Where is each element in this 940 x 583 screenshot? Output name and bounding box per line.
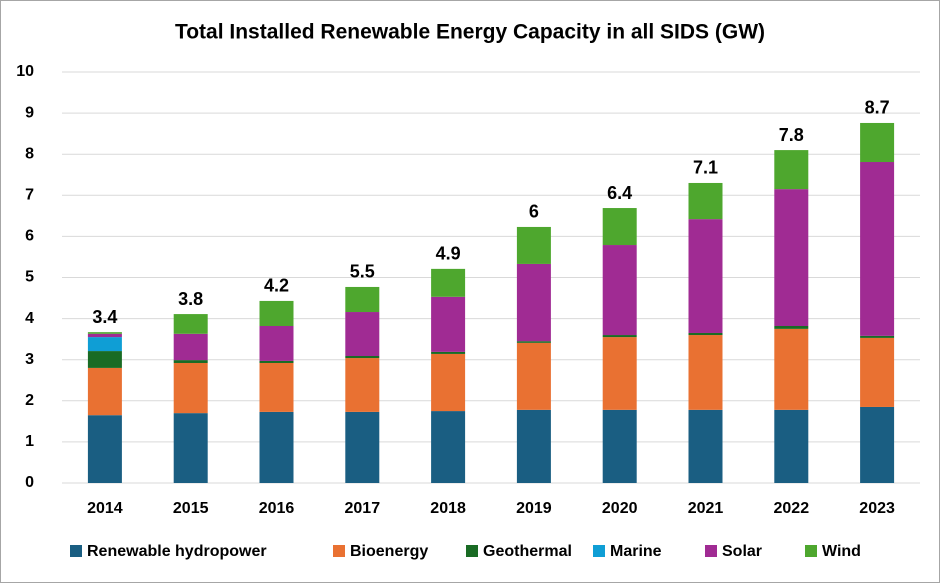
bar-segment	[774, 328, 809, 410]
bar-segment	[516, 409, 551, 483]
x-tick-label: 2019	[516, 500, 552, 517]
legend-swatch	[805, 545, 817, 557]
x-tick-label: 2020	[602, 500, 638, 517]
bar-segment	[602, 208, 637, 246]
bar-segment	[431, 296, 466, 352]
x-tick-label: 2015	[173, 500, 209, 517]
legend-label: Marine	[610, 543, 662, 560]
bar-segment	[259, 411, 294, 483]
y-tick-label: 1	[25, 433, 34, 450]
legend-swatch	[333, 545, 345, 557]
total-label: 5.5	[350, 262, 375, 282]
bar-segment	[431, 268, 466, 297]
x-tick-label: 2023	[859, 500, 895, 517]
bar-segment	[431, 353, 466, 412]
x-tick-label: 2022	[774, 500, 810, 517]
y-tick-label: 4	[25, 310, 34, 327]
legend-label: Geothermal	[483, 543, 572, 560]
bar-segment	[602, 245, 637, 336]
bar-segment	[345, 358, 380, 412]
total-label: 6.4	[607, 183, 632, 203]
bar-segment	[87, 415, 122, 483]
bar-segment	[688, 335, 723, 410]
total-label: 7.1	[693, 158, 718, 178]
bar-segment	[87, 332, 122, 334]
y-tick-label: 2	[25, 392, 34, 409]
bar-segment	[516, 341, 551, 343]
legend-label: Wind	[822, 543, 861, 560]
legend-swatch	[70, 545, 82, 557]
bar-segment	[345, 411, 380, 483]
bar-segment	[259, 325, 294, 361]
bar-segment	[173, 362, 208, 414]
x-tick-label: 2017	[345, 500, 381, 517]
y-tick-label: 5	[25, 269, 34, 286]
bar-segment	[602, 409, 637, 483]
bar-segment	[345, 312, 380, 357]
bar-segment	[345, 356, 380, 359]
bar-segment	[431, 411, 466, 483]
bar-segment	[688, 409, 723, 483]
bar-segment	[87, 333, 122, 338]
y-tick-label: 6	[25, 228, 34, 245]
bar-segment	[774, 409, 809, 483]
bar-segment	[431, 351, 466, 354]
legend-swatch	[593, 545, 605, 557]
x-tick-label: 2016	[259, 500, 295, 517]
bar-segment	[688, 182, 723, 220]
total-label: 3.4	[92, 307, 117, 327]
x-tick-label: 2018	[430, 500, 466, 517]
bar-segment	[259, 300, 294, 326]
legend-label: Solar	[722, 543, 762, 560]
y-tick-label: 9	[25, 104, 34, 121]
bar-segment	[774, 150, 809, 190]
legend-swatch	[466, 545, 478, 557]
chart-title: Total Installed Renewable Energy Capacit…	[175, 21, 765, 44]
bar-segment	[860, 337, 895, 407]
bar-segment	[860, 406, 895, 483]
bar-segment	[345, 286, 380, 313]
bar-segment	[259, 362, 294, 412]
bar-segment	[774, 325, 809, 329]
y-tick-label: 8	[25, 145, 34, 162]
bar-segment	[173, 413, 208, 483]
y-tick-label: 3	[25, 351, 34, 368]
total-label: 7.8	[779, 125, 804, 145]
bar-segment	[774, 189, 809, 326]
total-label: 4.9	[436, 244, 461, 264]
legend-label: Bioenergy	[350, 543, 428, 560]
bar-segment	[87, 351, 122, 368]
y-tick-label: 0	[25, 474, 34, 491]
x-tick-label: 2014	[87, 500, 123, 517]
total-label: 6	[529, 202, 539, 222]
bar-segment	[259, 360, 294, 363]
y-tick-label: 7	[25, 187, 34, 204]
bar-segment	[173, 360, 208, 363]
total-label: 8.7	[865, 98, 890, 118]
bar-segment	[87, 337, 122, 352]
bar-segment	[87, 367, 122, 416]
bar-segment	[173, 333, 208, 361]
bar-segment	[516, 226, 551, 264]
bar-segment	[602, 337, 637, 410]
bar-segment	[860, 122, 895, 163]
y-tick-label: 10	[16, 63, 34, 80]
legend-swatch	[705, 545, 717, 557]
bar-segment	[516, 263, 551, 342]
bar-segment	[860, 335, 895, 338]
bar-segment	[688, 332, 723, 336]
legend-label: Renewable hydropower	[87, 543, 267, 560]
x-tick-label: 2021	[688, 500, 724, 517]
bar-segment	[173, 314, 208, 334]
total-label: 3.8	[178, 289, 203, 309]
bar-segment	[688, 219, 723, 333]
total-label: 4.2	[264, 276, 289, 296]
bar-segment	[602, 335, 637, 338]
bar-segment	[860, 162, 895, 336]
bar-segment	[516, 342, 551, 410]
